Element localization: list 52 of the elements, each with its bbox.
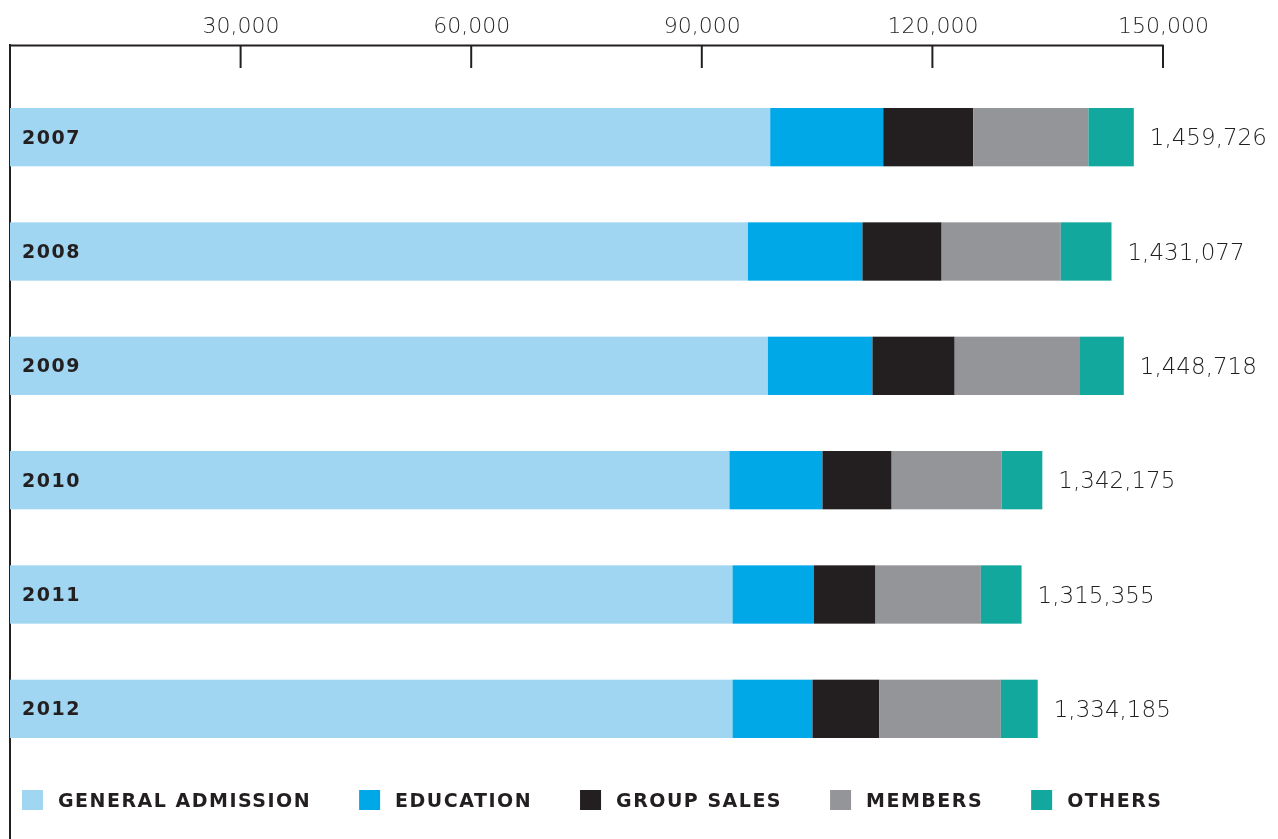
- y-tick-label: 2011: [22, 583, 81, 606]
- annotation: 1,342,175: [1058, 467, 1176, 494]
- bar: [747, 222, 863, 281]
- x-tick-label: 60,000: [433, 13, 511, 38]
- y-tick-label: 2010: [22, 468, 81, 491]
- bar: [1000, 679, 1038, 738]
- legend-label: EDUCATION: [395, 788, 533, 811]
- bar: [891, 451, 1002, 510]
- bar: [10, 565, 733, 624]
- bar: [862, 222, 942, 281]
- legend-label: OTHERS: [1067, 788, 1163, 811]
- bar: [883, 108, 974, 167]
- bar: [1001, 451, 1043, 510]
- annotation: 1,315,355: [1037, 581, 1155, 608]
- bar: [10, 108, 771, 167]
- bar: [812, 679, 880, 738]
- legend-label: MEMBERS: [866, 788, 984, 811]
- bar: [732, 679, 813, 738]
- bar: [732, 565, 815, 624]
- annotation: 1,334,185: [1053, 695, 1171, 722]
- x-tick-label: 90,000: [663, 13, 741, 38]
- bar: [954, 336, 1080, 395]
- bar: [822, 451, 892, 510]
- bar: [980, 565, 1022, 624]
- bar: [879, 679, 1001, 738]
- annotation: 1,459,726: [1149, 124, 1267, 151]
- annotation: 1,448,718: [1139, 352, 1257, 379]
- bar: [10, 451, 730, 510]
- bar: [814, 565, 876, 624]
- annotation: 1,431,077: [1127, 238, 1245, 265]
- bar: [1088, 108, 1134, 167]
- bar: [973, 108, 1089, 167]
- bar: [1060, 222, 1112, 281]
- bar: [729, 451, 823, 510]
- y-tick-label: 2008: [22, 240, 81, 263]
- bar: [875, 565, 981, 624]
- bar: [1079, 336, 1124, 395]
- bar: [10, 222, 748, 281]
- legend-label: GENERAL ADMISSION: [58, 788, 312, 811]
- y-tick-label: 2009: [22, 354, 81, 377]
- bar: [770, 108, 884, 167]
- bar: [10, 679, 733, 738]
- bar: [767, 336, 873, 395]
- x-tick-label: 120,000: [887, 13, 979, 38]
- bar: [10, 336, 768, 395]
- y-tick-label: 2012: [22, 697, 81, 720]
- bar: [872, 336, 955, 395]
- y-tick-label: 2007: [22, 125, 81, 148]
- x-tick-label: 150,000: [1118, 13, 1209, 38]
- legend-label: GROUP SALES: [616, 788, 783, 811]
- x-tick-label: 30,000: [202, 13, 280, 38]
- bar: [941, 222, 1061, 281]
